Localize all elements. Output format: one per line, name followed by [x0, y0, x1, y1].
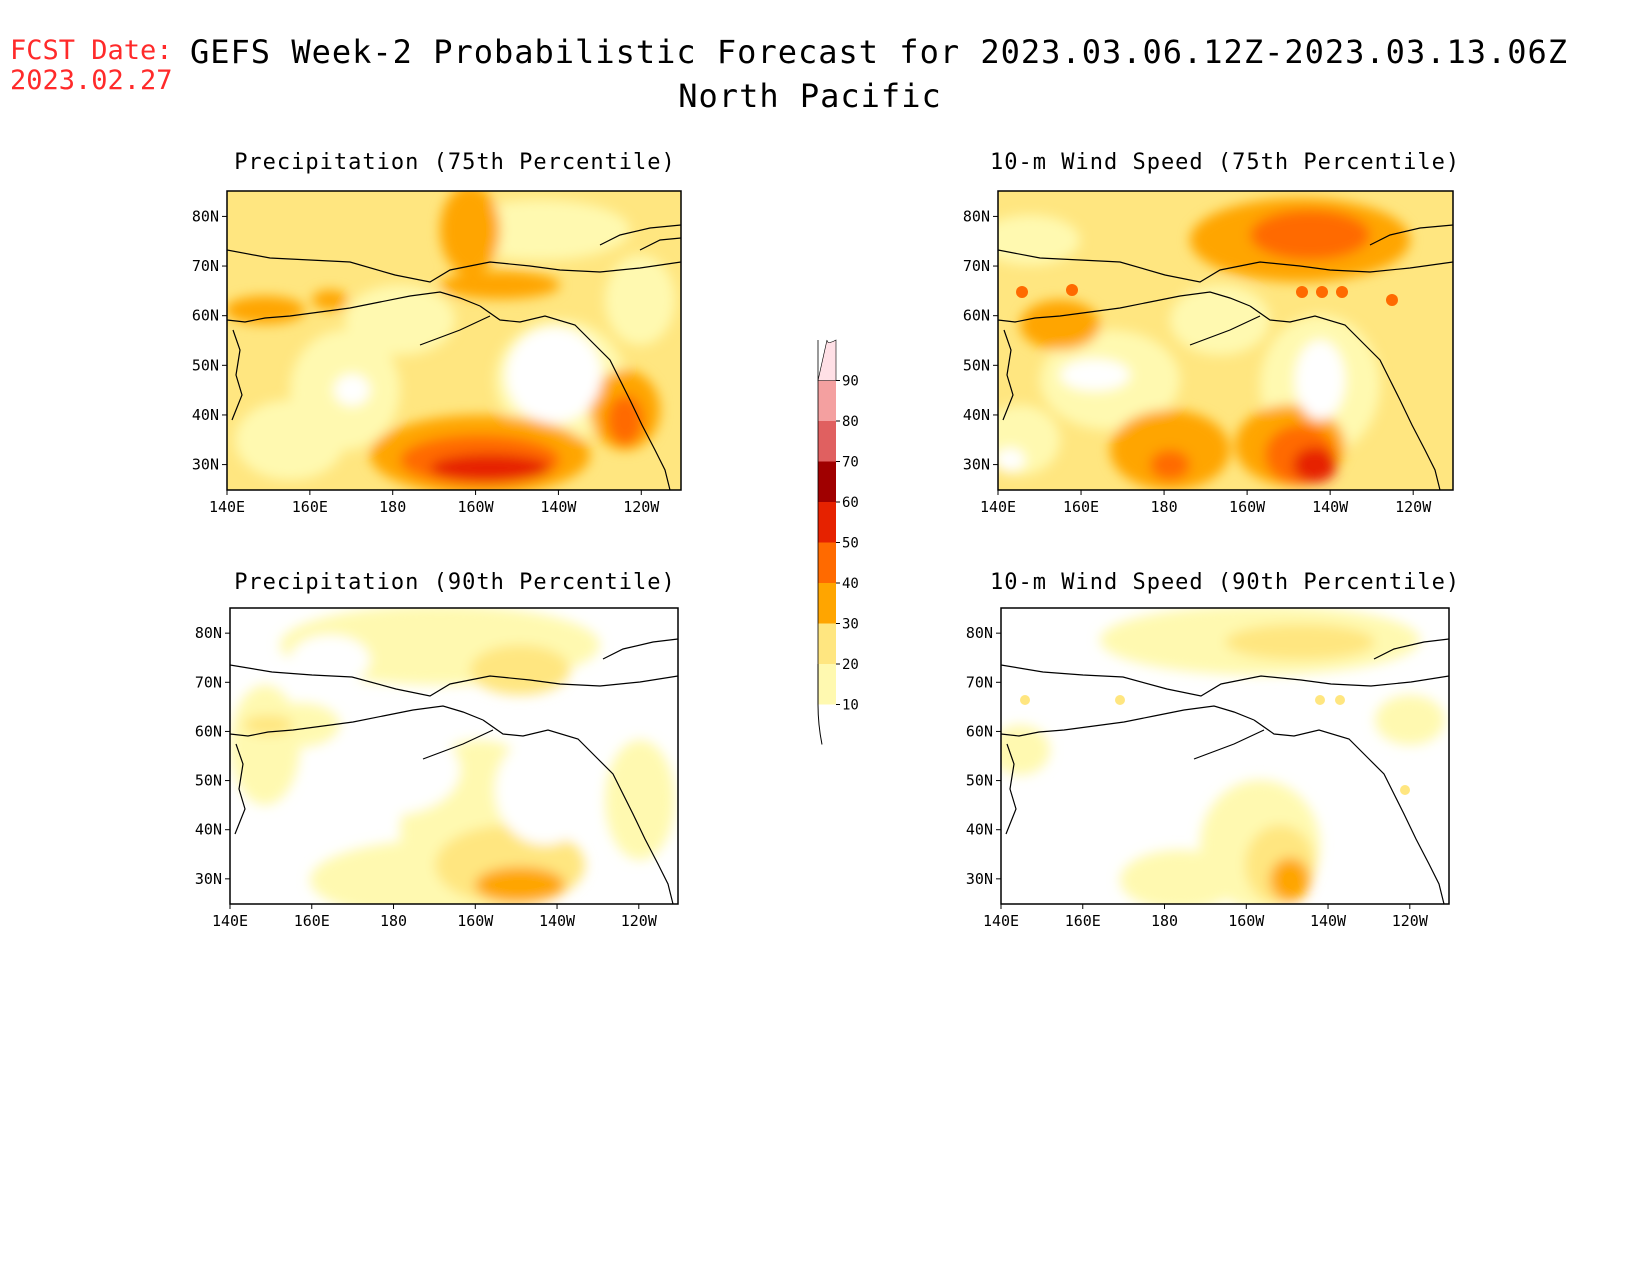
- x-tick-label: 120W: [621, 912, 658, 930]
- colorbar-label: 60: [842, 495, 859, 511]
- forecast-date-value: 2023.02.27: [10, 65, 173, 96]
- coastline-precip-90: [230, 638, 678, 904]
- y-tick-label: 30N: [192, 456, 219, 474]
- y-tick-label: 80N: [966, 624, 993, 642]
- y-tick-label: 60N: [966, 722, 993, 740]
- y-tick-label: 70N: [192, 257, 219, 275]
- x-tick-label: 140E: [209, 498, 245, 516]
- y-tick-label: 40N: [966, 821, 993, 839]
- x-tick-label: 140E: [983, 912, 1019, 930]
- colorbar-label: 40: [842, 576, 859, 592]
- figure-title-line1: GEFS Week-2 Probabilistic Forecast for 2…: [190, 33, 1569, 71]
- colorbar-segment: [818, 664, 836, 705]
- x-tick-label: 120W: [1395, 498, 1432, 516]
- panel-title-wind-75: 10-m Wind Speed (75th Percentile): [990, 150, 1461, 175]
- x-tick-label: 180: [379, 498, 406, 516]
- forecast-date-label: FCST Date: 2023.02.27: [10, 36, 173, 96]
- x-tick-label: 180: [1151, 498, 1178, 516]
- colorbar-label: 50: [842, 536, 859, 552]
- panel-wind-90: [1001, 608, 1449, 904]
- y-tick-label: 80N: [192, 207, 219, 225]
- colorbar-segment: [818, 542, 836, 583]
- y-tick-label: 30N: [195, 870, 222, 888]
- y-tick-label: 50N: [966, 772, 993, 790]
- y-tick-label: 40N: [192, 406, 219, 424]
- x-tick-label: 160E: [292, 498, 328, 516]
- x-tick-label: 180: [380, 912, 407, 930]
- panel-precip-75: [227, 191, 681, 490]
- x-tick-label: 160W: [457, 912, 494, 930]
- x-tick-label: 160W: [458, 498, 495, 516]
- coastline-wind-90: [1001, 638, 1449, 904]
- y-tick-label: 60N: [192, 307, 219, 325]
- y-tick-label: 60N: [963, 307, 990, 325]
- y-tick-label: 70N: [966, 673, 993, 691]
- y-tick-label: 80N: [195, 624, 222, 642]
- figure-title: GEFS Week-2 Probabilistic Forecast for 2…: [190, 30, 1569, 118]
- x-tick-label: 120W: [1392, 912, 1429, 930]
- colorbar-label: 30: [842, 617, 859, 633]
- panel-title-precip-75: Precipitation (75th Percentile): [234, 150, 676, 175]
- x-tick-label: 160W: [1228, 912, 1265, 930]
- y-tick-label: 40N: [195, 821, 222, 839]
- x-tick-label: 160W: [1229, 498, 1266, 516]
- y-tick-label: 30N: [963, 456, 990, 474]
- x-tick-label: 140W: [1312, 498, 1349, 516]
- x-tick-label: 160E: [1063, 498, 1099, 516]
- panel-title-precip-90: Precipitation (90th Percentile): [234, 570, 676, 595]
- colorbar-segment: [818, 502, 836, 543]
- panel-title-wind-90: 10-m Wind Speed (90th Percentile): [990, 570, 1461, 595]
- x-tick-label: 120W: [623, 498, 660, 516]
- colorbar-label: 20: [842, 657, 859, 673]
- x-tick-label: 140E: [980, 498, 1016, 516]
- panel-wind-75: [998, 191, 1453, 490]
- y-tick-label: 70N: [195, 673, 222, 691]
- y-tick-label: 70N: [963, 257, 990, 275]
- x-tick-label: 140W: [540, 498, 577, 516]
- colorbar-segment: [818, 380, 836, 421]
- colorbar-segment: [817, 339, 837, 381]
- colorbar-segment: [818, 461, 836, 502]
- colorbar-outline: [817, 664, 823, 745]
- colorbar-label: 80: [842, 414, 859, 430]
- colorbar-label: 10: [842, 698, 859, 714]
- figure-title-line2: North Pacific: [678, 77, 942, 115]
- colorbar-label: 90: [842, 374, 859, 390]
- panel-precip-90: [230, 608, 678, 904]
- coastline-wind-75: [998, 224, 1453, 490]
- x-tick-label: 180: [1151, 912, 1178, 930]
- colorbar-segment: [818, 421, 836, 462]
- coastline-precip-75: [227, 224, 681, 490]
- y-tick-label: 60N: [195, 722, 222, 740]
- x-tick-label: 160E: [294, 912, 330, 930]
- y-tick-label: 30N: [966, 870, 993, 888]
- x-tick-label: 140W: [539, 912, 576, 930]
- y-tick-label: 50N: [963, 356, 990, 374]
- colorbar-segment: [818, 623, 836, 664]
- x-tick-label: 160E: [1065, 912, 1101, 930]
- colorbar: 10 20 30 40 50 60 70 80 90: [817, 339, 859, 745]
- colorbar-segment: [818, 583, 836, 624]
- y-tick-label: 50N: [195, 772, 222, 790]
- y-tick-label: 40N: [963, 406, 990, 424]
- forecast-date-caption: FCST Date:: [10, 35, 173, 66]
- y-tick-label: 80N: [963, 207, 990, 225]
- x-tick-label: 140E: [212, 912, 248, 930]
- x-tick-label: 140W: [1310, 912, 1347, 930]
- colorbar-label: 70: [842, 455, 859, 471]
- y-tick-label: 50N: [192, 356, 219, 374]
